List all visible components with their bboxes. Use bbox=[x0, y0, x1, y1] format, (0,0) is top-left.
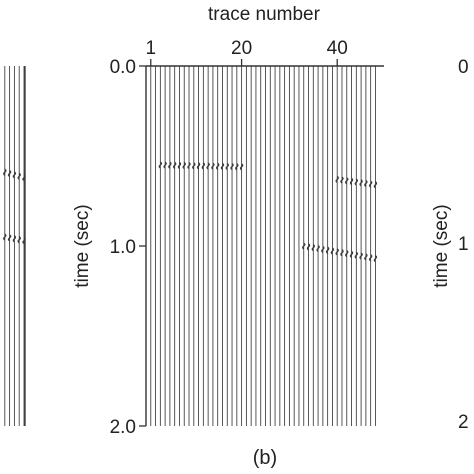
event-0-wiggle-4 bbox=[163, 161, 167, 169]
event-1-wiggle-48 bbox=[373, 255, 378, 263]
event-1-wiggle-45 bbox=[359, 252, 363, 260]
event-1-wiggle-39 bbox=[330, 247, 335, 255]
event-0-wiggle-12 bbox=[201, 162, 206, 170]
left-event-1-wiggle-1 bbox=[3, 233, 7, 241]
y-tick-label-1: 1.0 bbox=[110, 237, 136, 258]
event-0-wiggle-11 bbox=[196, 162, 201, 170]
right-panel: 0 1 2 time (sec) bbox=[431, 57, 469, 433]
event-2-wiggle-44 bbox=[354, 178, 359, 186]
x-axis-ticks: 1 20 40 bbox=[145, 38, 348, 66]
panel-label: (b) bbox=[253, 447, 277, 469]
event-2-wiggle-43 bbox=[349, 177, 354, 185]
event-2-wiggle-45 bbox=[359, 179, 363, 187]
right-panel-y-tick-2: 2 bbox=[458, 412, 469, 433]
event-1-wiggle-36 bbox=[316, 244, 320, 253]
left-event-0-wiggle-1 bbox=[3, 168, 7, 176]
event-0-wiggle-5 bbox=[168, 161, 172, 169]
event-0-wiggle-15 bbox=[215, 162, 220, 170]
event-1-wiggle-42 bbox=[345, 250, 349, 258]
event-2-wiggle-48 bbox=[373, 181, 378, 189]
panel-b: trace number 1 20 40 0.01.02.0 time (sec) … bbox=[72, 4, 384, 469]
event-0-wiggle-16 bbox=[220, 162, 225, 170]
right-panel-y-tick-0: 0 bbox=[458, 57, 469, 78]
event-0-wiggle-8 bbox=[182, 161, 186, 170]
event-1-wiggle-40 bbox=[335, 248, 339, 256]
event-0-wiggle-3 bbox=[158, 161, 163, 169]
event-1-wiggle-43 bbox=[349, 250, 354, 258]
left-panel bbox=[3, 66, 26, 426]
event-1-wiggle-33 bbox=[302, 242, 306, 250]
event-0-wiggle-10 bbox=[192, 162, 196, 170]
right-panel-y-tick-1: 1 bbox=[458, 234, 469, 255]
event-1-wiggle-46 bbox=[364, 253, 368, 261]
left-panel-traces bbox=[3, 66, 26, 426]
event-1-wiggle-44 bbox=[354, 251, 359, 259]
event-0-wiggle-13 bbox=[206, 162, 210, 170]
y-tick-label-2: 2.0 bbox=[110, 417, 136, 438]
event-2-wiggle-42 bbox=[345, 177, 349, 185]
event-2-wiggle-40 bbox=[335, 175, 339, 183]
left-event-1-wiggle-3 bbox=[12, 235, 17, 243]
reflection-events bbox=[158, 161, 378, 263]
event-0-wiggle-14 bbox=[211, 162, 215, 170]
x-tick-label-1: 20 bbox=[231, 38, 252, 59]
event-1-wiggle-34 bbox=[306, 243, 311, 251]
seismic-traces bbox=[150, 66, 376, 426]
event-1-wiggle-41 bbox=[340, 249, 344, 257]
y-axis-ticks: 0.0 1.0 2.0 bbox=[110, 57, 146, 438]
y-axis-label: time (sec) bbox=[72, 204, 93, 287]
event-2-wiggle-46 bbox=[364, 179, 368, 187]
event-0-wiggle-18 bbox=[230, 163, 234, 171]
left-event-1-wiggle-4 bbox=[17, 236, 21, 244]
left-event-0-wiggle-4 bbox=[17, 172, 21, 180]
event-0-wiggle-17 bbox=[225, 162, 229, 171]
x-tick-label-2: 40 bbox=[327, 38, 348, 59]
right-panel-y-axis-label: time (sec) bbox=[431, 204, 452, 287]
event-0-wiggle-7 bbox=[177, 161, 182, 169]
event-0-wiggle-20 bbox=[239, 163, 244, 171]
event-0-wiggle-6 bbox=[172, 161, 177, 169]
left-event-0-wiggle-2 bbox=[7, 170, 12, 178]
event-1-wiggle-47 bbox=[368, 254, 373, 262]
event-2-wiggle-47 bbox=[368, 180, 373, 188]
left-event-1-wiggle-2 bbox=[7, 234, 12, 242]
event-2-wiggle-41 bbox=[340, 176, 344, 184]
y-tick-label-0: 0.0 bbox=[110, 57, 136, 78]
event-1-wiggle-38 bbox=[325, 246, 330, 254]
event-1-wiggle-37 bbox=[321, 245, 325, 253]
event-1-wiggle-35 bbox=[311, 244, 316, 252]
x-axis-label: trace number bbox=[208, 4, 321, 25]
event-0-wiggle-19 bbox=[235, 163, 239, 171]
x-tick-label-0: 1 bbox=[145, 38, 156, 59]
event-0-wiggle-9 bbox=[187, 162, 191, 170]
left-event-0-wiggle-3 bbox=[12, 171, 17, 179]
